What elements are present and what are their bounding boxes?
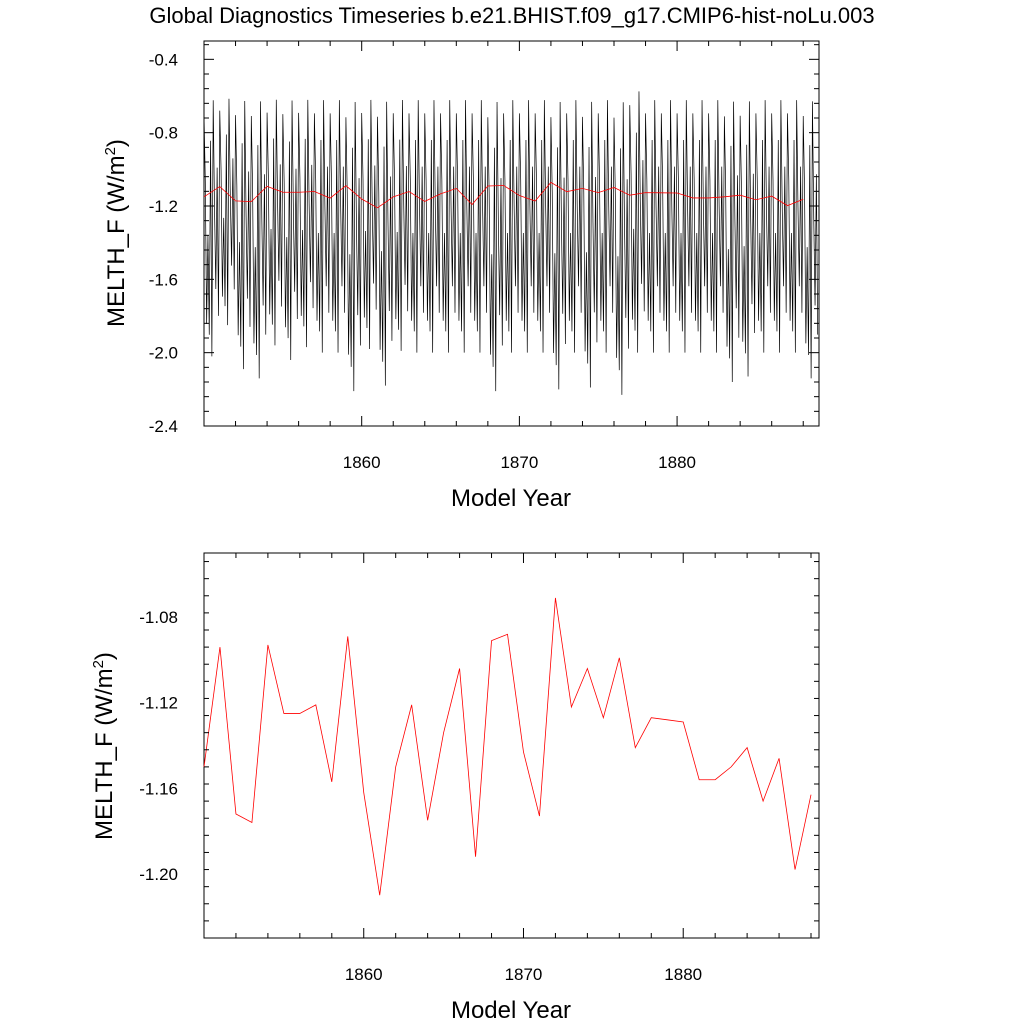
y-tick-label: -1.20: [139, 865, 178, 884]
series-line-1: [203, 181, 804, 209]
y-axis-label: MELTH_F (W/m2): [102, 139, 130, 327]
y-axis-label-close: ): [91, 652, 118, 660]
y-axis-label: MELTH_F (W/m2): [90, 652, 118, 840]
y-tick-label: -2.0: [149, 344, 178, 363]
y-axis-label-superscript: 2: [102, 147, 119, 155]
y-tick-label: -1.2: [149, 197, 178, 216]
series-line-0: [203, 597, 812, 896]
x-tick-label: 1880: [664, 965, 702, 984]
series-line-0: [203, 91, 819, 395]
chart-title: Global Diagnostics Timeseries b.e21.BHIS…: [149, 3, 874, 28]
top-panel: 1860 1870 1880 -2.4 -2.0 -1.6 -1.2 -0.8 -0.4 Mod…: [102, 40, 820, 512]
x-tick-label: 1880: [658, 453, 696, 472]
plot-frame: [203, 552, 820, 939]
y-tick-label: -1.12: [139, 694, 178, 713]
y-axis-label-text: MELTH_F (W/m: [103, 155, 130, 327]
bottom-ticks-group: [203, 553, 819, 939]
y-tick-label: -0.8: [149, 124, 178, 143]
x-tick-label: 1870: [500, 453, 538, 472]
top-tick-labels: 1860 1870 1880 -2.4 -2.0 -1.6 -1.2 -0.8 -0.4: [149, 50, 696, 472]
y-tick-label: -1.16: [139, 779, 178, 798]
y-axis-label-text: MELTH_F (W/m: [91, 668, 118, 840]
x-tick-label: 1860: [345, 965, 383, 984]
x-axis-label: Model Year: [451, 997, 571, 1024]
top-ticks-group: [203, 41, 819, 427]
top-series-group: [203, 91, 819, 395]
y-tick-label: -1.6: [149, 270, 178, 289]
bottom-tick-labels: 1860 1870 1880 -1.20 -1.16 -1.12 -1.08: [139, 608, 702, 984]
bottom-panel: 1860 1870 1880 -1.20 -1.16 -1.12 -1.08 Model Y…: [90, 552, 820, 1024]
y-axis-label-superscript: 2: [90, 660, 107, 668]
plot-frame: [203, 40, 820, 427]
bottom-series-group: [203, 597, 812, 896]
x-tick-label: 1870: [505, 965, 543, 984]
y-tick-label: -2.4: [149, 417, 178, 436]
y-tick-label: -1.08: [139, 608, 178, 627]
y-tick-label: -0.4: [149, 50, 178, 69]
x-axis-label: Model Year: [451, 485, 571, 512]
y-axis-label-close: ): [103, 139, 130, 147]
x-tick-label: 1860: [343, 453, 381, 472]
